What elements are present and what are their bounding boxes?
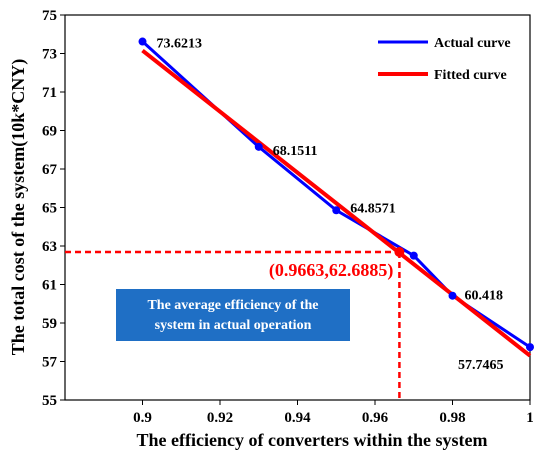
note-box-text: system in actual operation <box>155 318 312 333</box>
y-tick-label: 75 <box>42 8 57 24</box>
x-axis-title: The efficiency of converters within the … <box>137 430 488 450</box>
note-box <box>116 289 350 341</box>
y-tick-label: 65 <box>42 201 57 217</box>
x-tick-label: 0.92 <box>207 410 233 426</box>
point-value-label: 73.6213 <box>157 37 203 52</box>
series-layer <box>138 37 534 358</box>
y-tick-label: 71 <box>42 85 57 101</box>
y-tick-label: 57 <box>42 355 58 371</box>
x-tick-label: 0.94 <box>284 410 311 426</box>
y-tick-label: 55 <box>42 393 57 409</box>
point-value-label: 64.8571 <box>350 201 396 216</box>
x-axis-ticks: 0.9 0.92 0.94 0.96 0.98 1 <box>133 400 534 426</box>
reference-lines <box>65 250 401 400</box>
y-tick-label: 69 <box>42 124 57 140</box>
x-tick-label: 1 <box>526 410 534 426</box>
point-value-label: 60.418 <box>465 289 504 304</box>
x-tick-label: 0.96 <box>362 410 389 426</box>
annotation-point-marker <box>394 246 405 257</box>
point-value-label: 68.1511 <box>273 144 318 159</box>
actual-data-point <box>409 251 418 260</box>
actual-data-point <box>254 142 263 151</box>
actual-data-point <box>448 291 457 300</box>
actual-data-point <box>332 206 341 215</box>
y-tick-label: 67 <box>42 162 58 178</box>
y-tick-label: 61 <box>42 278 57 294</box>
y-axis-title: The total cost of the system(10k*CNY) <box>8 59 29 355</box>
fitted-curve-line <box>141 49 532 358</box>
note-layer: The average efficiency of the system in a… <box>116 289 350 341</box>
note-box-text: The average efficiency of the <box>147 298 318 313</box>
legend-entry-label: Fitted curve <box>434 68 507 83</box>
actual-data-point <box>526 343 534 352</box>
actual-data-point <box>138 37 147 46</box>
y-tick-label: 63 <box>42 239 57 255</box>
legend: Actual curve Fitted curve <box>378 36 511 83</box>
y-tick-label: 73 <box>42 47 57 63</box>
x-tick-label: 0.9 <box>133 410 152 426</box>
data-labels: 73.6213 68.1511 64.8571 60.418 57.7465 (0.966… <box>157 37 504 374</box>
x-tick-label: 0.98 <box>439 410 465 426</box>
annotation-point-label: (0.9663,62.6885) <box>269 260 394 281</box>
legend-entry-label: Actual curve <box>434 36 511 51</box>
y-axis-ticks: 55 57 59 61 63 65 67 69 71 73 75 <box>42 8 65 409</box>
point-value-label: 57.7465 <box>458 358 504 373</box>
y-tick-label: 59 <box>42 316 57 332</box>
